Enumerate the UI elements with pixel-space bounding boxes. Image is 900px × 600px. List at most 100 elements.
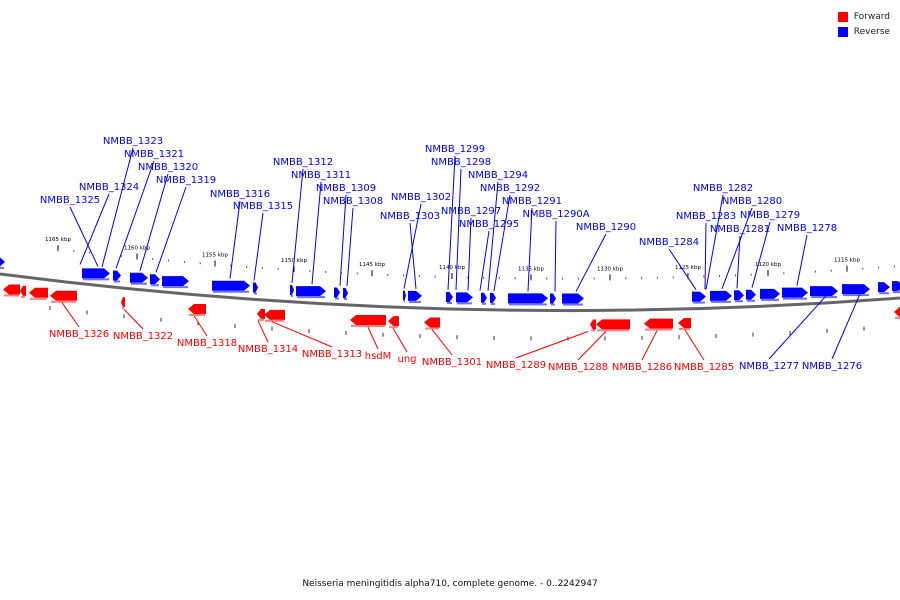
gene-reverse [878, 282, 890, 295]
gene-label-reverse: NMBB_1295 [459, 219, 519, 291]
gene-reverse [212, 280, 250, 293]
gene-forward [50, 290, 77, 303]
gene-name: NMBB_1289 [486, 360, 546, 371]
scale-tick-label: 1140 kbp [439, 265, 465, 271]
gene-label-reverse: NMBB_1299 [425, 144, 485, 290]
scale-tick-label: 1135 kbp [518, 266, 544, 272]
legend-forward-label: Forward [853, 11, 890, 22]
gene-name: NMBB_1326 [49, 329, 109, 340]
gene-name: NMBB_1309 [316, 183, 376, 194]
gene-label-forward: NMBB_1285 [674, 329, 734, 373]
gene-label-reverse: NMBB_1320 [138, 162, 198, 271]
legend-forward: Forward [837, 9, 890, 24]
gene-label-reverse: NMBB_1278 [777, 223, 837, 286]
reverse-swatch [837, 26, 848, 37]
gene-label-reverse: NMBB_1284 [639, 237, 699, 290]
gene-label-reverse: NMBB_1294 [468, 170, 528, 291]
gene-reverse [0, 257, 5, 269]
gene-reverse [842, 284, 870, 297]
gene-name: NMBB_1308 [323, 196, 383, 207]
scale-tick: 1160 kbp [124, 246, 201, 265]
gene-name: NMBB_1278 [777, 223, 837, 234]
scale-tick-label: 1165 kbp [45, 237, 71, 243]
gene-name: NMBB_1279 [740, 210, 800, 221]
gene-reverse [296, 286, 326, 299]
forward-swatch [837, 11, 848, 22]
gene-reverse [810, 286, 838, 299]
gene-name: NMBB_1295 [459, 219, 519, 230]
scale-tick-label: 1155 kbp [202, 252, 228, 258]
gene-forward [590, 319, 596, 332]
gene-label-reverse: NMBB_1298 [431, 157, 491, 291]
scale-tick: 1120 kbp [755, 262, 832, 276]
scale-tick-label: 1115 kbp [834, 258, 860, 264]
gene-name: NMBB_1314 [238, 344, 298, 355]
gene-label-forward: ung [392, 327, 417, 365]
gene-reverse [334, 287, 340, 300]
gene-name: NMBB_1319 [156, 175, 216, 186]
gene-name: NMBB_1290 [576, 222, 636, 233]
gene-reverse [408, 290, 422, 303]
gene-features [0, 257, 900, 332]
gene-label-reverse: NMBB_1325 [40, 195, 100, 267]
gene-reverse [82, 268, 110, 281]
scale-tick-label: 1120 kbp [755, 262, 781, 268]
gene-label-reverse: NMBB_1309 [316, 183, 376, 286]
gene-name: NMBB_1316 [210, 189, 270, 200]
gene-label-reverse: NMBB_1282 [693, 183, 753, 290]
gene-label-reverse: NMBB_1316 [210, 189, 270, 279]
gene-label-reverse: NMBB_1321 [115, 149, 184, 269]
gene-name: NMBB_1303 [380, 211, 440, 222]
gene-reverse [734, 290, 744, 303]
gene-name: NMBB_1285 [674, 362, 734, 373]
gene-label-reverse: NMBB_1280 [721, 196, 782, 290]
gene-name: NMBB_1290A [522, 209, 589, 220]
gene-forward [424, 317, 440, 330]
scale-tick: 1165 kbp [45, 237, 122, 257]
gene-name: NMBB_1315 [233, 201, 293, 212]
gene-reverse [782, 287, 808, 300]
gene-name: NMBB_1311 [291, 170, 351, 181]
gene-reverse [403, 290, 406, 303]
gene-forward [678, 318, 691, 331]
gene-name: NMBB_1324 [79, 182, 139, 193]
gene-reverse [290, 284, 294, 297]
gene-reverse [892, 281, 900, 294]
gene-label-reverse: NMBB_1281 [710, 224, 770, 289]
gene-label-forward: NMBB_1288 [548, 331, 608, 373]
gene-label-forward: NMBB_1322 [113, 308, 173, 342]
gene-reverse [162, 276, 189, 289]
gene-label-forward: NMBB_1313 [271, 321, 362, 360]
genome-backbone [0, 272, 900, 313]
gene-name: NMBB_1298 [431, 157, 491, 168]
gene-name: NMBB_1322 [113, 331, 173, 342]
gene-label-reverse: NMBB_1303 [380, 211, 440, 290]
gene-name: NMBB_1286 [612, 362, 672, 373]
gene-reverse [490, 292, 496, 305]
gene-label-forward: NMBB_1286 [612, 330, 672, 373]
gene-name: NMBB_1292 [480, 183, 540, 194]
gene-forward [188, 303, 206, 316]
gene-label-reverse: NMBB_1297 [441, 206, 501, 291]
gene-forward [121, 297, 125, 310]
gene-name: NMBB_1283 [676, 211, 736, 222]
scale-tick: 1135 kbp [518, 266, 595, 281]
gene-reverse [710, 290, 732, 303]
gene-label-reverse: NMBB_1319 [155, 175, 216, 273]
scale-tick: 1125 kbp [675, 265, 752, 279]
scale-tick: 1150 kbp [281, 258, 358, 275]
scale-tick: 1140 kbp [439, 265, 516, 280]
gene-name: NMBB_1291 [502, 196, 562, 207]
gene-reverse [562, 293, 584, 306]
gene-label-reverse: NMBB_1279 [740, 210, 800, 288]
gene-forward [264, 309, 285, 322]
gene-label-reverse: NMBB_1276 [802, 293, 862, 372]
gene-reverse [760, 288, 780, 301]
scale-tick-label: 1125 kbp [675, 265, 701, 271]
gene-reverse [550, 293, 556, 306]
gene-label-reverse: NMBB_1292 [480, 183, 540, 292]
gene-name: NMBB_1325 [40, 195, 100, 206]
gene-reverse [253, 282, 258, 295]
legend: Forward Reverse [837, 9, 890, 39]
gene-label-forward: hsdM [365, 326, 391, 362]
